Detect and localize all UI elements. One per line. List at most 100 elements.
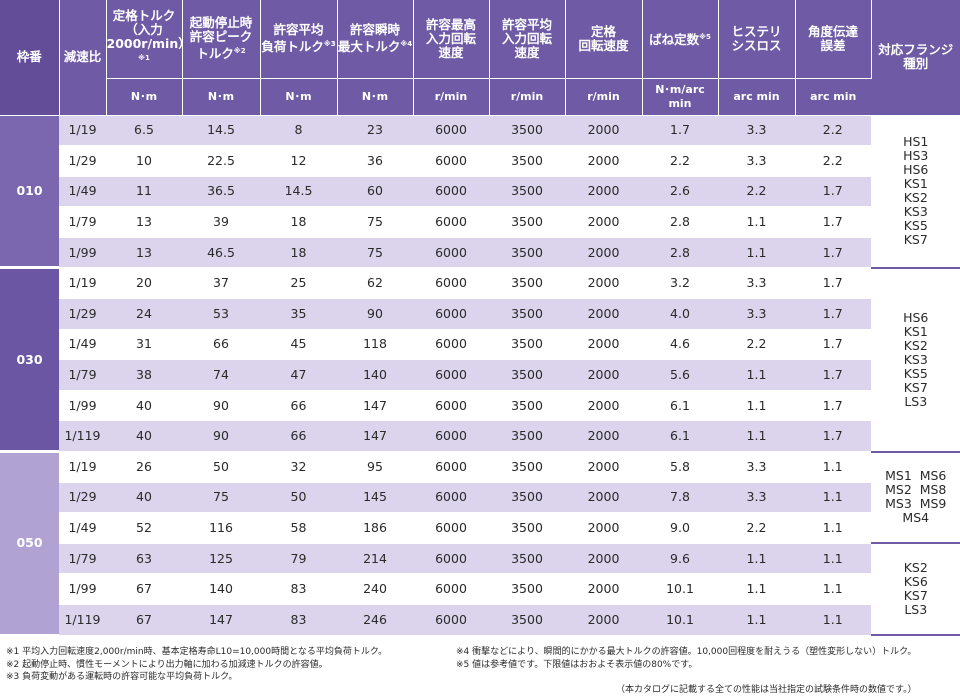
value-cell: 2000 [565,206,642,238]
header-col-1: 起動停止時 許容ピーク トルク※2 [182,0,261,79]
value-cell: 1.1 [718,604,795,636]
flange-item: KS5 [903,218,928,234]
flange-item: KS7 [903,379,928,395]
value-cell: 1.1 [718,359,795,391]
value-cell: 53 [182,298,260,330]
value-cell: 3.3 [718,482,795,514]
header-col-7: ばね定数※5 [642,0,719,79]
value-cell: 6.5 [106,115,182,147]
header-waku: 枠番 [0,0,60,116]
value-cell: 45 [260,329,337,361]
header-unit-3: N･m [337,78,414,116]
flange-item: HS6 [903,309,929,325]
flange-item: KS3 [903,204,928,220]
ratio-cell: 1/19 [59,451,106,483]
value-cell: 6000 [413,267,489,300]
value-cell: 6000 [413,512,489,544]
note-2: ※2 起動停止時、慣性モーメントにより出力軸に加わる加減速トルクの許容値。 [6,659,328,670]
header-col-title: 許容最高 入力回転 速度 [425,16,476,60]
value-cell: 38 [106,359,182,391]
value-cell: 6000 [413,237,489,269]
value-cell: 6000 [413,451,489,483]
table-row: 1/29 10 22.5 12 36 6000 3500 2000 2.2 3.3 2.2 [0,145,960,177]
value-cell: 2.2 [642,145,718,177]
value-cell: 6000 [413,176,489,208]
ratio-cell: 1/29 [59,298,106,330]
flange-item: HS3 [903,148,929,164]
value-cell: 32 [260,451,337,483]
flange-item: MS3 MS9 [885,496,947,512]
ratio-cell: 1/79 [59,543,106,575]
value-cell: 2.2 [718,176,795,208]
header-unit-0: N･m [106,78,183,116]
value-cell: 1.1 [718,543,795,575]
value-cell: 18 [260,237,337,269]
value-cell: 12 [260,145,337,177]
value-cell: 66 [182,329,260,361]
value-cell: 47 [260,359,337,391]
value-cell: 3.2 [642,267,718,300]
value-cell: 3.3 [718,145,795,177]
value-cell: 2000 [565,115,642,147]
table-row: 1/119 40 90 66 147 6000 3500 2000 6.1 1.1 1.7 [0,420,960,453]
value-cell: 3.3 [718,267,795,300]
value-cell: 140 [337,359,413,391]
value-cell: 5.8 [642,451,718,483]
table-row: 1/29 24 53 35 90 6000 3500 2000 4.0 3.3 1.7 [0,298,960,330]
value-cell: 3500 [489,176,565,208]
header-unit-1: N･m [182,78,261,116]
ratio-cell: 1/19 [59,115,106,147]
value-cell: 2000 [565,512,642,544]
value-cell: 3500 [489,329,565,361]
value-cell: 18 [260,206,337,238]
value-cell: 2000 [565,451,642,483]
value-cell: 2.2 [795,115,871,147]
value-cell: 1.1 [795,482,871,514]
header-col-title: ばね定数 [649,32,700,48]
value-cell: 2000 [565,573,642,605]
header-col-title: 許容平均 入力回転 速度 [501,16,552,60]
flange-item: KS3 [903,351,928,367]
value-cell: 1.1 [795,543,871,575]
flange-item: KS7 [903,588,928,604]
value-cell: 90 [337,298,413,330]
value-cell: 14.5 [182,115,260,147]
flange-item: LS3 [904,393,928,409]
ratio-cell: 1/99 [59,573,106,605]
header-col-2: 許容平均 負荷トルク※3 [260,0,338,79]
header-col-title: 許容平均 負荷トルク [261,22,324,55]
value-cell: 3500 [489,206,565,238]
flange-item: KS5 [903,365,928,381]
value-cell: 1.7 [795,298,871,330]
table-row: 1/119 67 147 83 246 6000 3500 2000 10.1 1.1 1.1 [0,604,960,636]
value-cell: 6000 [413,359,489,391]
ratio-cell: 1/49 [59,512,106,544]
value-cell: 1.1 [795,512,871,544]
header-ratio: 減速比 [59,0,107,116]
value-cell: 5.6 [642,359,718,391]
value-cell: 214 [337,543,413,575]
value-cell: 6000 [413,482,489,514]
waku-cell: 050 [0,451,59,637]
value-cell: 1.1 [795,604,871,636]
value-cell: 36 [337,145,413,177]
value-cell: 2000 [565,604,642,636]
flange-item: KS6 [903,574,928,590]
header-col-title: ヒステリ シスロス [731,23,782,53]
value-cell: 3.3 [718,298,795,330]
note-1: ※1 平均入力回転速度2,000r/min時、基本定格寿命L10=10,000時… [6,647,388,657]
flange-cell: KS2 KS6 KS7 LS3 [870,543,960,637]
value-cell: 3500 [489,451,565,483]
footer-note: （本カタログに記載する全ての性能は当社指定の試験条件時の数値です。） [616,685,917,695]
ratio-cell: 1/19 [59,267,106,300]
value-cell: 11 [106,176,182,208]
table-row: 1/49 31 66 45 118 6000 3500 2000 4.6 2.2 1.7 [0,329,960,361]
value-cell: 3500 [489,267,565,300]
note-4: ※4 衝撃などにより、瞬間的にかかる最大トルクの許容値。10,000回程度を耐え… [456,647,917,657]
value-cell: 62 [337,267,413,300]
value-cell: 1.7 [795,359,871,391]
table-row: 1/49 52 116 58 186 6000 3500 2000 9.0 2.2 1.1 [0,512,960,544]
value-cell: 10.1 [642,573,718,605]
value-cell: 36.5 [182,176,260,208]
value-cell: 1.1 [718,237,795,269]
